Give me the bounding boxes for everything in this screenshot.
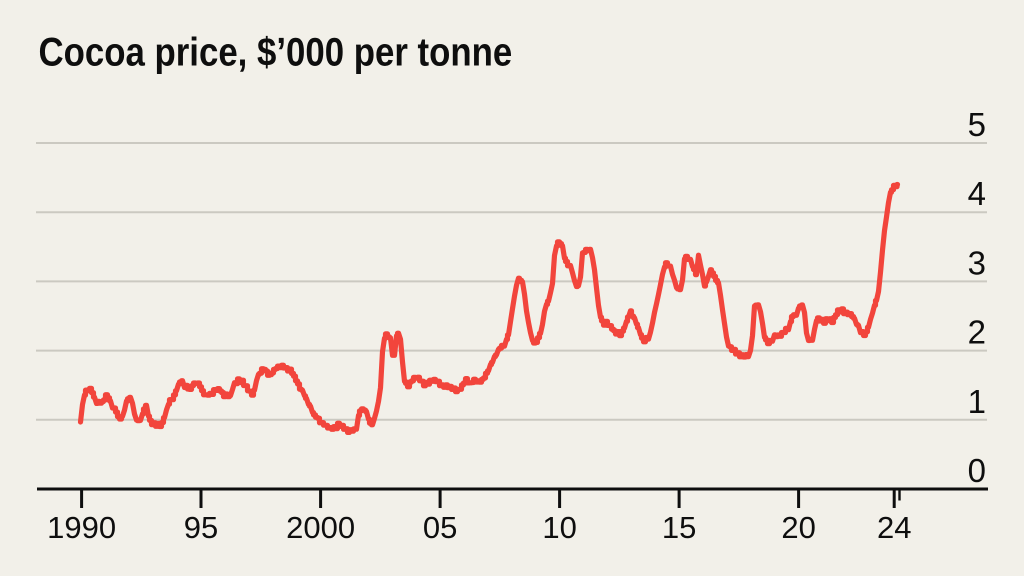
svg-text:1990: 1990 (47, 510, 116, 545)
svg-text:05: 05 (423, 510, 457, 545)
svg-text:0: 0 (968, 452, 986, 489)
svg-text:Cocoa price, $’000 per tonne: Cocoa price, $’000 per tonne (39, 29, 513, 74)
svg-text:4: 4 (968, 175, 986, 212)
svg-text:1: 1 (968, 383, 986, 420)
svg-text:15: 15 (662, 510, 696, 545)
svg-text:2: 2 (968, 314, 986, 351)
svg-text:5: 5 (968, 106, 986, 143)
svg-text:24: 24 (877, 510, 911, 545)
svg-text:2000: 2000 (286, 510, 355, 545)
svg-text:20: 20 (781, 510, 815, 545)
svg-text:95: 95 (184, 510, 218, 545)
svg-text:10: 10 (542, 510, 576, 545)
svg-text:3: 3 (968, 244, 986, 281)
